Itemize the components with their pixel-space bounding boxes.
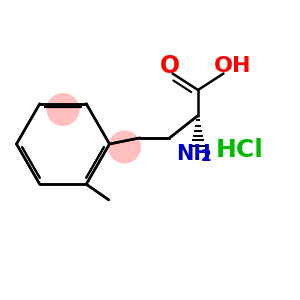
- Circle shape: [46, 93, 80, 126]
- Text: OH: OH: [214, 56, 251, 76]
- Circle shape: [108, 130, 141, 164]
- Text: O: O: [159, 54, 180, 78]
- Text: NH: NH: [176, 144, 211, 164]
- Text: 2: 2: [201, 149, 212, 164]
- Text: HCl: HCl: [216, 138, 264, 162]
